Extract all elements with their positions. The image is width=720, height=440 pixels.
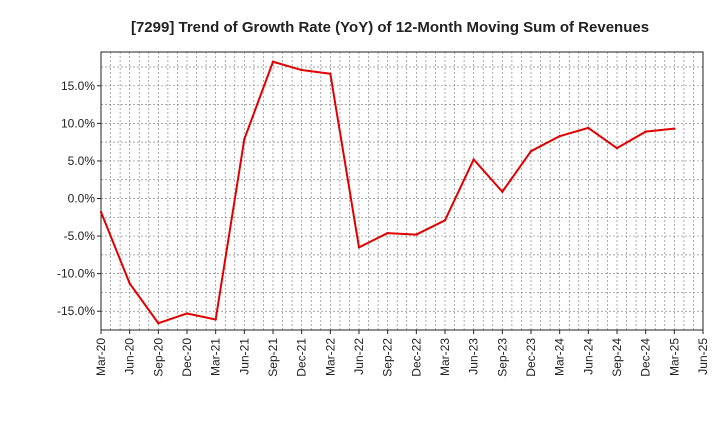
x-tick-label: Sep-21 <box>266 338 280 377</box>
chart-title: [7299] Trend of Growth Rate (YoY) of 12-… <box>131 19 649 36</box>
data-point <box>472 158 475 161</box>
y-tick-label: -10.0% <box>57 267 95 281</box>
data-point <box>501 190 504 193</box>
x-tick-label: Mar-25 <box>667 338 681 376</box>
data-point <box>185 312 189 315</box>
series-layer <box>99 60 676 325</box>
y-tick-label: 15.0% <box>61 79 95 93</box>
x-tick-label: Dec-21 <box>295 338 309 377</box>
data-point <box>644 130 647 133</box>
data-point <box>243 137 246 141</box>
x-tick-label: Dec-22 <box>409 338 423 377</box>
x-tick-label: Dec-23 <box>524 338 538 377</box>
y-axis-ticks: 15.0% 10.0% 5.0% 0.0% -5.0% -10.0% -15.0% <box>57 79 101 318</box>
data-point <box>157 322 160 325</box>
x-tick-label: Mar-23 <box>438 338 452 376</box>
x-tick-label: Mar-21 <box>209 338 223 376</box>
x-tick-label: Sep-20 <box>151 338 165 377</box>
y-tick-label: -5.0% <box>64 229 96 243</box>
y-tick-label: 10.0% <box>61 116 95 130</box>
data-point <box>357 246 361 249</box>
x-tick-label: Dec-20 <box>180 338 194 377</box>
data-point <box>99 210 103 214</box>
data-point <box>587 126 590 130</box>
plot-frame <box>100 51 704 331</box>
data-point <box>300 68 303 72</box>
y-tick-label: 0.0% <box>68 192 96 206</box>
x-tick-label: Mar-24 <box>553 338 567 376</box>
data-point <box>386 231 389 235</box>
data-point <box>329 72 332 75</box>
x-tick-label: Mar-20 <box>94 338 108 376</box>
x-tick-label: Jun-24 <box>581 338 595 375</box>
x-tick-label: Mar-22 <box>323 338 337 376</box>
data-point <box>415 233 418 236</box>
x-tick-label: Sep-23 <box>495 338 509 377</box>
x-tick-label: Sep-22 <box>381 338 395 377</box>
data-point <box>558 134 561 138</box>
data-point <box>529 149 533 153</box>
x-tick-label: Jun-21 <box>237 338 251 375</box>
data-point <box>443 219 447 222</box>
x-tick-label: Jun-25 <box>696 338 710 375</box>
x-axis-ticks: Mar-20 Jun-20 Sep-20 Dec-20 Mar-21 Jun-21 Sep-… <box>94 330 710 377</box>
data-point <box>128 282 131 285</box>
x-tick-label: Jun-23 <box>467 338 481 375</box>
x-tick-label: Dec-24 <box>639 338 653 377</box>
data-point <box>615 146 619 150</box>
y-tick-label: 5.0% <box>68 154 96 168</box>
x-tick-label: Sep-24 <box>610 338 624 377</box>
data-point <box>271 60 275 63</box>
data-point <box>214 318 217 321</box>
x-tick-label: Jun-20 <box>123 338 137 375</box>
grid-lines <box>101 52 703 330</box>
y-tick-label: -15.0% <box>57 304 95 318</box>
x-tick-label: Jun-22 <box>352 338 366 375</box>
data-point <box>673 127 676 130</box>
